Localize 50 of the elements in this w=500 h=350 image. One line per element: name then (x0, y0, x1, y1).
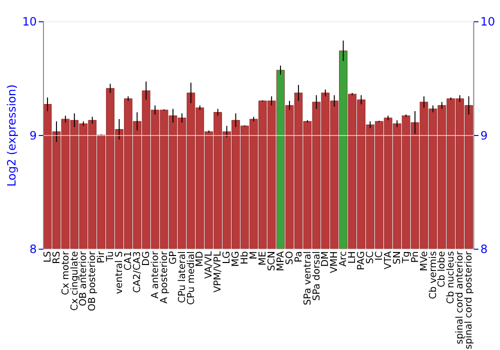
x-tick-label: LG (222, 251, 233, 264)
x-tick-label: MVe (418, 251, 430, 272)
x-tick-label: OB posterior (87, 251, 98, 312)
x-tick-label: Pn (410, 251, 421, 263)
x-tick-label: Hb (240, 251, 251, 264)
x-tick-label: SCN (266, 251, 278, 272)
y2-tick-label: 9 (480, 128, 488, 142)
x-tick-label: RS (51, 251, 62, 264)
x-tick-label: IC (374, 250, 385, 261)
x-tick-label: A posterior (158, 251, 170, 304)
x-tick-label: Arc (338, 251, 350, 267)
x-tick-label: Tu (105, 251, 116, 263)
x-tick-label: PAG (356, 251, 368, 270)
x-tick-label: CPu lateral (176, 251, 188, 304)
x-tick-label: GP (168, 250, 179, 264)
x-tick-label: CA1 (123, 251, 134, 270)
x-tick-label: MD (194, 251, 206, 267)
x-tick-label: Cb lobe (436, 251, 448, 288)
x-tick-label: M (248, 251, 260, 260)
x-tick-label: Pir (96, 251, 108, 264)
x-tick-label: ventral S (114, 251, 126, 294)
x-tick-label: spinal cord posterior (464, 251, 475, 350)
x-tick-label: SN (392, 251, 403, 264)
y-tick-label: 10 (22, 14, 37, 29)
x-tick-label: SPa ventral (302, 251, 314, 306)
x-tick-label: ME (257, 251, 268, 266)
y2-tick-label: 8 (480, 242, 488, 256)
x-tick-label: VPM/VPL (212, 250, 224, 293)
x-tick-label: LS (42, 251, 54, 263)
x-tick-label: VTA (382, 250, 394, 270)
x-tick-label: A anterior (150, 251, 161, 299)
x-tick-label: Pa (293, 251, 304, 262)
y-tick-label: 9 (30, 128, 37, 142)
x-tick-label: SPa dorsal (311, 251, 322, 301)
y-axis-title: Log2 (expression) (4, 84, 19, 187)
x-tick-label: VA/VL (204, 250, 215, 279)
x-tick-label: SO (284, 251, 296, 265)
x-tick-label: Cx motor (60, 251, 72, 296)
x-tick-label: Cx cingulate (69, 251, 80, 311)
x-tick-label: DG (140, 251, 152, 266)
x-tick-label: VMH (329, 251, 340, 274)
y-tick-label: 8 (30, 242, 37, 256)
x-tick-label: DM (320, 251, 332, 267)
x-tick-label: LH (347, 251, 358, 264)
x-tick-label: Tg (400, 251, 412, 264)
y2-tick-label: 10 (480, 14, 495, 29)
x-tick-label: SC (365, 250, 376, 264)
x-tick-label: CA2/CA3 (132, 251, 143, 293)
x-tick-label: MPA (275, 250, 286, 272)
x-tick-label: CPu medial (186, 251, 197, 305)
